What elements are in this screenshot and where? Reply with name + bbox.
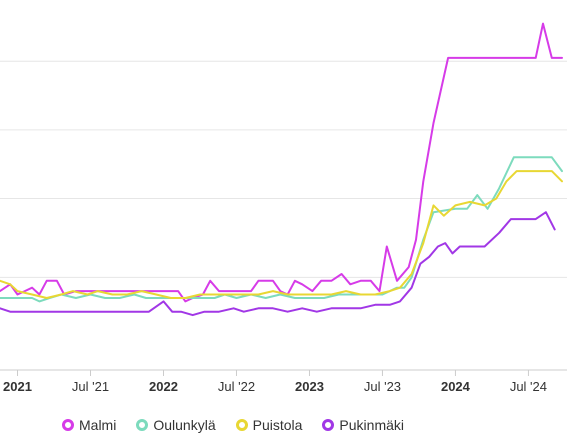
legend-label: Oulunkylä	[153, 417, 216, 433]
legend: Malmi Oulunkylä Puistola Pukinmäki	[62, 417, 404, 433]
x-axis-ticks: 2021 Jul '21 2022 Jul '22 2023 Jul '23 2024 Jul…	[3, 370, 547, 394]
x-tick-label: 2024	[441, 379, 471, 394]
legend-label: Puistola	[252, 417, 303, 433]
legend-label: Pukinmäki	[339, 417, 405, 433]
x-tick-label: Jul '22	[218, 379, 255, 394]
x-tick-label: Jul '23	[364, 379, 401, 394]
legend-swatch-pukinmaki	[322, 419, 335, 431]
grid-lines	[0, 60, 567, 371]
x-tick-label: Jul '24	[510, 379, 547, 394]
series-line-pukinmäki[interactable]	[0, 211, 556, 317]
series-line-oulunkylä[interactable]	[0, 156, 563, 303]
x-tick-label: Jul '21	[72, 379, 109, 394]
legend-item-malmi[interactable]: Malmi	[62, 417, 116, 433]
x-tick-label: 2023	[295, 379, 324, 394]
legend-swatch-puistola	[235, 419, 248, 431]
series-line-malmi[interactable]	[0, 22, 563, 303]
legend-swatch-malmi	[62, 419, 74, 431]
legend-item-puistola[interactable]: Puistola	[235, 417, 303, 433]
legend-swatch-oulunkyla	[136, 419, 149, 431]
series-lines	[0, 22, 563, 317]
line-chart: 2021 Jul '21 2022 Jul '22 2023 Jul '23 2024 Jul…	[0, 22, 567, 394]
series-line-puistola[interactable]	[0, 170, 563, 299]
x-tick-label: 2022	[149, 379, 178, 394]
x-tick-label: 2021	[3, 379, 32, 394]
legend-label: Malmi	[79, 417, 117, 433]
legend-item-pukinmaki[interactable]: Pukinmäki	[322, 417, 404, 433]
legend-item-oulunkyla[interactable]: Oulunkylä	[136, 417, 216, 433]
